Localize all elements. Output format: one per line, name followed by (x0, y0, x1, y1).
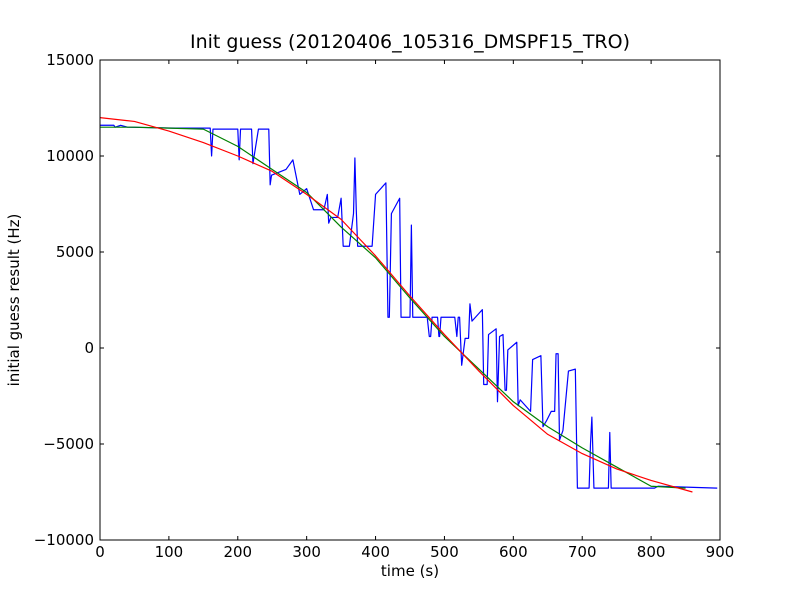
plot-frame (99, 59, 721, 541)
x-tick-label: 800 (637, 543, 666, 561)
y-tick-label: 10000 (46, 147, 94, 165)
series-layer (99, 117, 718, 493)
y-tick-label: 5000 (56, 243, 94, 261)
x-tick-label: 600 (499, 543, 528, 561)
plot-area (99, 59, 721, 541)
y-tick-label: −5000 (43, 435, 94, 453)
y-tick-label: 15000 (46, 51, 94, 69)
x-tick-label: 0 (95, 543, 105, 561)
x-tick-label: 700 (568, 543, 597, 561)
series-line-2 (100, 126, 686, 489)
x-tick-label: 500 (430, 543, 459, 561)
x-tick-label: 900 (706, 543, 735, 561)
x-axis-label: time (s) (381, 562, 439, 580)
x-tick-label: 400 (361, 543, 390, 561)
tick-layer (99, 59, 721, 541)
y-tick-label: −10000 (34, 531, 94, 549)
x-tick-label: 300 (292, 543, 321, 561)
chart-title: Init guess (20120406_105316_DMSPF15_TRO) (190, 31, 630, 53)
tick-label-layer: 0 100 200 300 400 500 600 700 800 900 −10000 −5000 0… (34, 51, 735, 561)
series-line-3 (99, 117, 693, 493)
y-tick-label: 0 (84, 339, 94, 357)
x-tick-label: 100 (155, 543, 184, 561)
x-tick-label: 200 (223, 543, 252, 561)
y-axis-label: initial guess result (Hz) (5, 214, 23, 387)
